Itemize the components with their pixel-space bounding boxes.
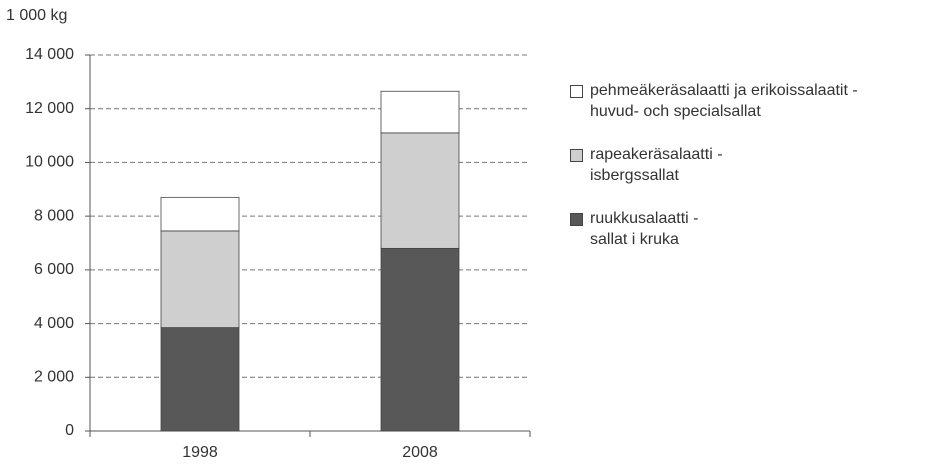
legend-item: pehmeäkeräsalaatti ja erikoissalaatit - … xyxy=(570,80,940,122)
y-tick-label: 10 000 xyxy=(25,154,74,171)
bar-segment xyxy=(160,327,240,432)
y-tick-label: 14 000 xyxy=(25,46,74,63)
legend-swatch xyxy=(570,213,583,226)
legend-label: pehmeäkeräsalaatti ja erikoissalaatit - … xyxy=(590,82,858,120)
y-tick-label: 6 000 xyxy=(34,261,74,278)
y-tick-label: 8 000 xyxy=(34,207,74,224)
x-tick-label: 2008 xyxy=(402,444,438,461)
legend-item: rapeakeräsalaatti - isbergssallat xyxy=(570,144,940,186)
bar-segment xyxy=(380,90,460,134)
legend-swatch xyxy=(570,85,583,98)
bar-segment xyxy=(380,247,460,432)
legend: pehmeäkeräsalaatti ja erikoissalaatit - … xyxy=(570,80,940,272)
bar-segment xyxy=(380,132,460,249)
legend-label: rapeakeräsalaatti - isbergssallat xyxy=(590,146,723,184)
x-tick-label: 1998 xyxy=(182,444,218,461)
y-tick-label: 2 000 xyxy=(34,369,74,386)
legend-swatch xyxy=(570,149,583,162)
bar-segment xyxy=(160,230,240,329)
y-tick-label: 12 000 xyxy=(25,100,74,117)
y-tick-label: 4 000 xyxy=(34,315,74,332)
y-axis-label: 1 000 kg xyxy=(6,7,67,24)
bar-segment xyxy=(160,196,240,232)
legend-item: ruukkusalaatti - sallat i kruka xyxy=(570,208,940,250)
y-tick-label: 0 xyxy=(65,422,74,439)
legend-label: ruukkusalaatti - sallat i kruka xyxy=(590,210,699,248)
